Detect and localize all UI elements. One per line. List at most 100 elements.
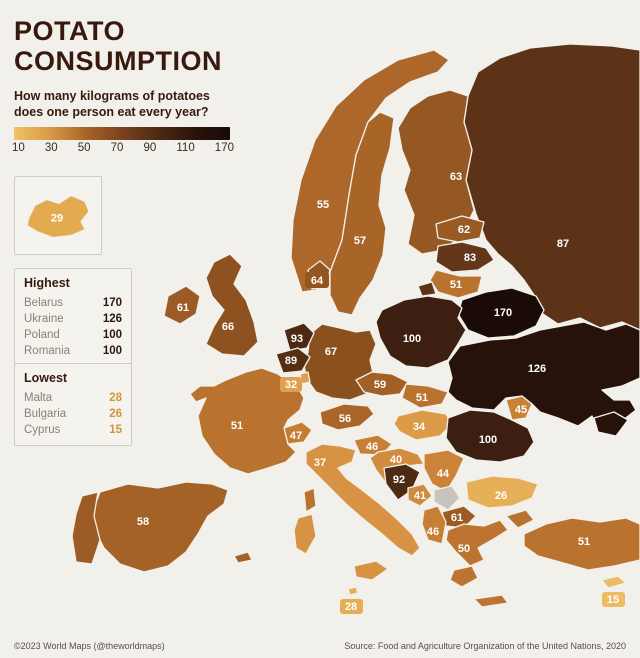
- island-sardinia: [293, 513, 317, 555]
- country-value: 15: [109, 424, 122, 436]
- value-label-serbia: 44: [437, 468, 450, 480]
- value-label-finland: 63: [450, 171, 462, 183]
- legend-tick-labels: 10 30 50 70 90 110 170: [12, 142, 234, 154]
- value-chip-denmark: [305, 272, 329, 288]
- value-label-albania: 46: [427, 526, 439, 538]
- country-name: Belarus: [24, 297, 63, 309]
- island-cyprus: [601, 575, 627, 589]
- country-estonia: [435, 215, 485, 243]
- subtitle-line-2: does one person eat every year?: [14, 105, 209, 120]
- country-greece: [445, 519, 509, 567]
- value-label-turkey: 51: [578, 536, 590, 548]
- iceland-inset-map: 29: [26, 194, 90, 239]
- country-romania: [445, 409, 535, 463]
- value-chip-malta: [340, 599, 363, 614]
- country-albania: [421, 505, 447, 545]
- page-subtitle: How many kilograms of potatoes does one …: [14, 88, 244, 121]
- highest-box: Highest Belarus 170 Ukraine 126 Poland 1…: [14, 268, 132, 367]
- country-czechia: [355, 371, 409, 397]
- value-label-belgium: 89: [285, 355, 297, 367]
- region-turkey-thrace: [505, 509, 535, 529]
- subtitle-line-1: How many kilograms of potatoes: [14, 89, 210, 103]
- legend-tick: 10: [12, 142, 25, 154]
- region-peloponnese: [449, 565, 479, 588]
- country-ireland: [163, 285, 201, 325]
- credit-text: ©2023 World Maps (@theworldmaps): [14, 641, 165, 651]
- title-line-2: CONSUMPTION: [14, 46, 222, 77]
- value-label-slovenia: 46: [366, 441, 378, 453]
- country-crimea: [593, 411, 629, 437]
- value-label-sweden: 57: [354, 235, 366, 247]
- legend-tick: 90: [143, 142, 157, 154]
- country-russia: [463, 43, 640, 331]
- legend-gradient-bar: [14, 127, 230, 140]
- value-label-norway: 55: [317, 199, 329, 211]
- island-corsica: [303, 487, 317, 513]
- value-label-czechia: 59: [374, 379, 386, 391]
- value-label-austria: 56: [339, 413, 351, 425]
- legend-tick: 50: [77, 142, 91, 154]
- value-label-ukraine: 126: [528, 363, 546, 375]
- country-netherlands: [283, 322, 315, 352]
- value-label-bosnia: 92: [393, 474, 405, 486]
- value-chip-cyprus: [602, 592, 625, 607]
- value-label-north-macedonia: 61: [451, 512, 463, 524]
- value-label-estonia: 62: [458, 224, 470, 236]
- lowest-row: Cyprus 15: [24, 422, 122, 438]
- value-label-italy: 37: [314, 457, 326, 469]
- lowest-box: Lowest Malta 28 Bulgaria 26 Cyprus 15: [14, 363, 132, 446]
- legend-tick: 70: [110, 142, 124, 154]
- value-label-netherlands: 93: [291, 333, 303, 345]
- value-label-russia: 87: [557, 238, 569, 250]
- country-italy: [305, 443, 421, 557]
- country-turkey: [523, 517, 640, 571]
- value-label-latvia: 83: [464, 252, 476, 264]
- country-spain: [93, 481, 229, 573]
- country-value: 26: [109, 408, 122, 420]
- legend-tick: 170: [214, 142, 234, 154]
- country-montenegro: [407, 483, 433, 507]
- highest-row: Ukraine 126: [24, 311, 122, 327]
- country-moldova: [505, 395, 533, 421]
- value-label-bulgaria: 26: [495, 490, 507, 502]
- country-portugal: [71, 491, 101, 565]
- island-malta: [347, 586, 359, 596]
- iceland-inset-box: 29: [14, 176, 102, 255]
- legend-tick: 110: [176, 142, 195, 154]
- value-label-spain: 58: [137, 516, 149, 528]
- value-label-iceland: 29: [51, 213, 63, 225]
- country-value: 100: [102, 345, 122, 357]
- value-label-croatia: 40: [390, 454, 402, 466]
- country-value: 126: [102, 313, 122, 325]
- value-label-cyprus: 15: [607, 594, 619, 606]
- country-value: 28: [109, 392, 122, 404]
- country-hungary: [393, 409, 453, 441]
- country-switzerland: [283, 421, 313, 445]
- value-label-slovakia: 51: [416, 392, 428, 404]
- country-kaliningrad: [417, 281, 437, 297]
- country-name: Ukraine: [24, 313, 64, 325]
- source-text: Source: Food and Agriculture Organizatio…: [344, 641, 626, 651]
- value-label-moldova: 45: [515, 404, 527, 416]
- value-label-luxembourg: 32: [285, 379, 297, 391]
- country-name: Bulgaria: [24, 408, 67, 420]
- highest-row: Belarus 170: [24, 295, 122, 311]
- country-belarus: [457, 287, 545, 339]
- country-latvia: [435, 241, 495, 273]
- country-serbia: [423, 449, 465, 493]
- title-line-1: POTATO: [14, 16, 125, 46]
- value-label-france: 51: [231, 420, 243, 432]
- value-label-montenegro: 41: [414, 490, 426, 502]
- lowest-title: Lowest: [24, 371, 68, 385]
- highest-row: Romania 100: [24, 343, 122, 359]
- value-label-ireland: 61: [177, 302, 189, 314]
- value-label-united-kingdom: 66: [222, 321, 234, 333]
- country-name: Malta: [24, 392, 53, 404]
- island-sicily: [353, 560, 389, 581]
- page-title: POTATO CONSUMPTION: [14, 16, 222, 76]
- highest-row: Poland 100: [24, 327, 122, 343]
- value-label-hungary: 34: [413, 421, 426, 433]
- value-label-greece: 50: [458, 543, 470, 555]
- country-bulgaria: [465, 475, 539, 509]
